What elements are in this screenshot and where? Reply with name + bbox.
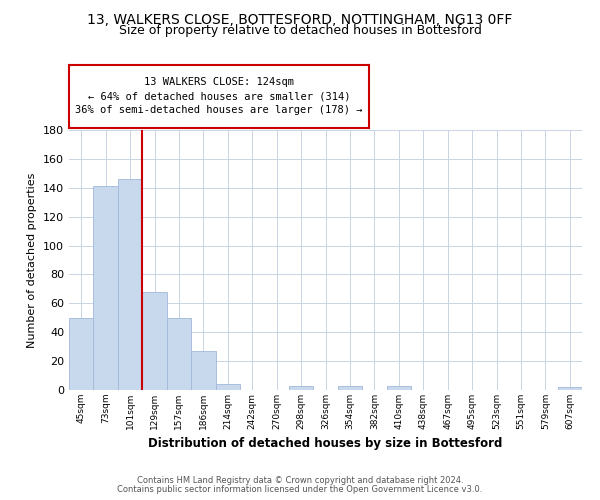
- Text: Size of property relative to detached houses in Bottesford: Size of property relative to detached ho…: [119, 24, 481, 37]
- Bar: [94, 186, 118, 390]
- Text: 13, WALKERS CLOSE, BOTTESFORD, NOTTINGHAM, NG13 0FF: 13, WALKERS CLOSE, BOTTESFORD, NOTTINGHA…: [88, 12, 512, 26]
- Bar: [338, 386, 362, 390]
- Text: Contains public sector information licensed under the Open Government Licence v3: Contains public sector information licen…: [118, 485, 482, 494]
- Bar: [118, 179, 142, 390]
- X-axis label: Distribution of detached houses by size in Bottesford: Distribution of detached houses by size …: [148, 438, 503, 450]
- Bar: [386, 386, 411, 390]
- Bar: [142, 292, 167, 390]
- Y-axis label: Number of detached properties: Number of detached properties: [28, 172, 37, 348]
- Bar: [69, 318, 94, 390]
- Bar: [191, 351, 215, 390]
- Bar: [215, 384, 240, 390]
- Bar: [557, 387, 582, 390]
- Bar: [167, 318, 191, 390]
- Text: 13 WALKERS CLOSE: 124sqm
← 64% of detached houses are smaller (314)
36% of semi-: 13 WALKERS CLOSE: 124sqm ← 64% of detach…: [75, 77, 363, 116]
- Bar: [289, 386, 313, 390]
- Text: Contains HM Land Registry data © Crown copyright and database right 2024.: Contains HM Land Registry data © Crown c…: [137, 476, 463, 485]
